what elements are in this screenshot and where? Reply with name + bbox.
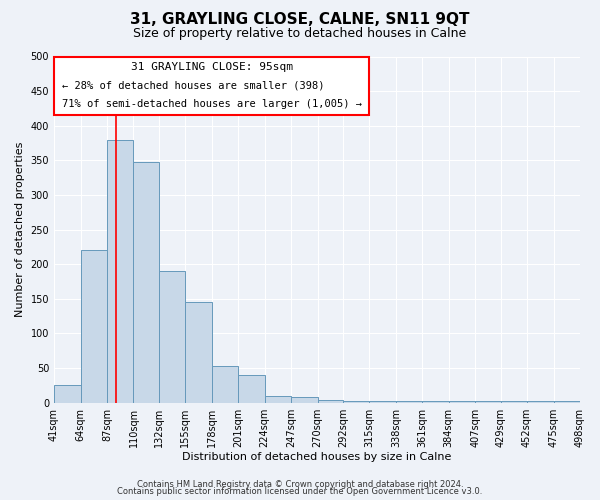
X-axis label: Distribution of detached houses by size in Calne: Distribution of detached houses by size … [182, 452, 452, 462]
Bar [159, 271, 185, 402]
Y-axis label: Number of detached properties: Number of detached properties [15, 142, 25, 318]
Bar [265, 396, 291, 402]
Text: 71% of semi-detached houses are larger (1,005) →: 71% of semi-detached houses are larger (… [62, 98, 362, 108]
Bar [291, 397, 317, 402]
Bar [133, 162, 159, 402]
Bar [317, 400, 343, 402]
Text: Size of property relative to detached houses in Calne: Size of property relative to detached ho… [133, 28, 467, 40]
Bar [54, 386, 80, 402]
Bar [80, 250, 107, 402]
FancyBboxPatch shape [54, 56, 370, 116]
Bar [185, 302, 212, 402]
Text: 31 GRAYLING CLOSE: 95sqm: 31 GRAYLING CLOSE: 95sqm [131, 62, 293, 72]
Text: ← 28% of detached houses are smaller (398): ← 28% of detached houses are smaller (39… [62, 81, 325, 91]
Text: 31, GRAYLING CLOSE, CALNE, SN11 9QT: 31, GRAYLING CLOSE, CALNE, SN11 9QT [130, 12, 470, 28]
Text: Contains public sector information licensed under the Open Government Licence v3: Contains public sector information licen… [118, 488, 482, 496]
Bar [238, 375, 265, 402]
Bar [107, 140, 133, 402]
Text: Contains HM Land Registry data © Crown copyright and database right 2024.: Contains HM Land Registry data © Crown c… [137, 480, 463, 489]
Bar [212, 366, 238, 403]
